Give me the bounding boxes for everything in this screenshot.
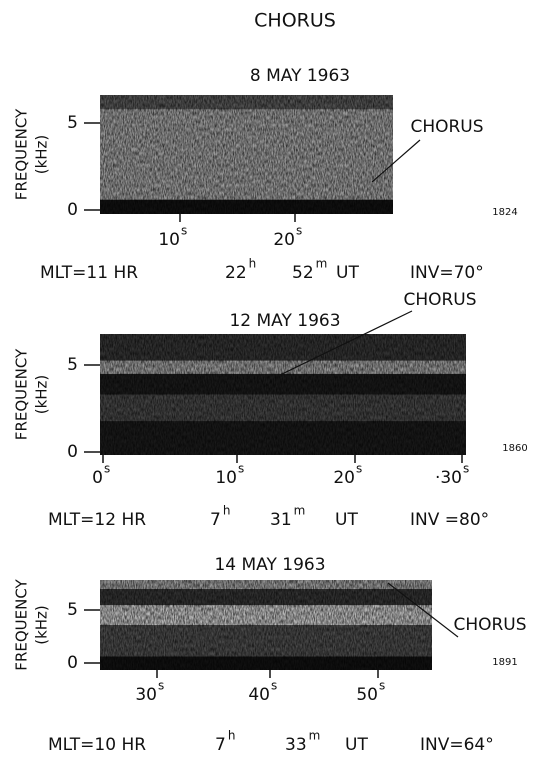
- y-axis-label: FREQUENCY: [13, 348, 31, 440]
- y-tick-label: 5: [67, 113, 78, 133]
- footer-inv: INV =80°: [410, 510, 489, 530]
- y-tick-label: 0: [67, 442, 78, 462]
- x-tick-label: 0: [92, 468, 103, 488]
- footer-hour-unit: h: [228, 729, 236, 743]
- annotation-line: [371, 139, 421, 183]
- footer-minute-unit: m: [294, 504, 306, 518]
- footer-mlt: MLT=12 HR: [48, 510, 146, 530]
- x-tick-label: 30: [135, 685, 157, 705]
- annotation: CHORUS: [403, 290, 476, 310]
- y-axis-unit: (kHz): [33, 375, 51, 415]
- footer-hour-unit: h: [249, 257, 257, 271]
- panel-date: 14 MAY 1963: [214, 555, 325, 575]
- annotation: CHORUS: [453, 615, 526, 635]
- annotation: CHORUS: [410, 117, 483, 137]
- footer-hour: 7: [215, 735, 226, 755]
- footer-ut: UT: [336, 263, 359, 283]
- x-tick-label: 20: [273, 230, 295, 250]
- panel-date: 12 MAY 1963: [229, 311, 340, 331]
- y-tick-label: 0: [67, 653, 78, 673]
- x-tick-unit: s: [158, 679, 164, 693]
- y-tick-label: 0: [67, 200, 78, 220]
- spectrogram-noise: [100, 95, 393, 214]
- x-tick-unit: s: [379, 679, 385, 693]
- footer-hour-unit: h: [223, 504, 231, 518]
- footer-inv: INV=64°: [420, 735, 494, 755]
- x-tick-unit: s: [463, 462, 469, 476]
- x-tick-label: 20: [333, 468, 355, 488]
- footer-minute: 31: [270, 510, 292, 530]
- footer-minute: 33: [285, 735, 307, 755]
- footer-minute-unit: m: [309, 729, 321, 743]
- x-tick-unit: s: [181, 224, 187, 238]
- figure-number: 1860: [502, 443, 527, 454]
- footer-minute: 52: [292, 263, 314, 283]
- x-tick-unit: s: [356, 462, 362, 476]
- x-tick-label: 50: [356, 685, 378, 705]
- spectrogram-noise: [100, 334, 466, 455]
- footer-ut: UT: [335, 510, 358, 530]
- y-tick-label: 5: [67, 355, 78, 375]
- footer-hour: 22: [225, 263, 247, 283]
- x-tick-unit: s: [296, 224, 302, 238]
- annotation-line: [387, 582, 459, 638]
- y-axis-label: FREQUENCY: [13, 578, 31, 670]
- y-axis-unit: (kHz): [33, 605, 51, 645]
- figure-number: 1891: [492, 657, 517, 668]
- panel-date: 8 MAY 1963: [250, 66, 350, 86]
- footer-mlt: MLT=11 HR: [40, 263, 138, 283]
- footer-mlt: MLT=10 HR: [48, 735, 146, 755]
- figure-number: 1824: [492, 207, 517, 218]
- footer-hour: 7: [210, 510, 221, 530]
- y-tick-label: 5: [67, 600, 78, 620]
- footer-inv: INV=70°: [410, 263, 484, 283]
- spectrogram-noise: [100, 580, 432, 670]
- x-tick-label: 10: [215, 468, 237, 488]
- x-tick-label: 10: [158, 230, 180, 250]
- annotation-line: [279, 310, 413, 376]
- y-axis-label: FREQUENCY: [13, 108, 31, 200]
- x-tick-label: 40: [248, 685, 270, 705]
- x-tick-unit: s: [271, 679, 277, 693]
- y-axis-unit: (kHz): [33, 135, 51, 175]
- footer-minute-unit: m: [316, 257, 328, 271]
- x-tick-unit: s: [104, 462, 110, 476]
- x-tick-label: ·30: [435, 468, 462, 488]
- figure-title: CHORUS: [254, 10, 336, 32]
- x-tick-unit: s: [238, 462, 244, 476]
- footer-ut: UT: [345, 735, 368, 755]
